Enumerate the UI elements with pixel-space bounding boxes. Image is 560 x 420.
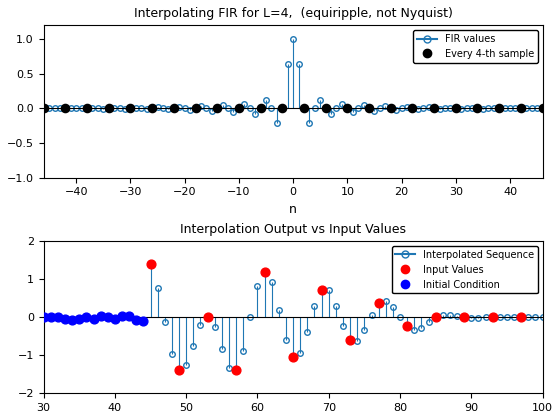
Point: [169, 105, 178, 112]
Point: [82, 314, 91, 320]
Point: [260, 269, 269, 276]
Point: [203, 314, 212, 320]
Point: [39, 314, 48, 320]
Point: [75, 316, 84, 323]
Point: [146, 261, 155, 268]
Point: [494, 105, 503, 112]
Point: [46, 314, 55, 320]
Point: [175, 367, 184, 373]
Point: [213, 105, 222, 112]
Point: [60, 316, 69, 323]
Point: [386, 105, 395, 112]
Point: [61, 105, 70, 112]
Point: [104, 314, 113, 320]
Point: [110, 315, 119, 322]
Point: [431, 314, 440, 320]
Point: [346, 336, 354, 343]
Point: [538, 105, 547, 112]
Point: [365, 105, 374, 112]
Point: [488, 314, 497, 320]
Point: [89, 315, 98, 322]
Point: [403, 323, 412, 330]
Point: [451, 105, 460, 112]
Point: [517, 314, 526, 320]
Point: [232, 367, 241, 373]
Point: [53, 314, 62, 320]
Point: [321, 105, 330, 112]
Point: [191, 105, 200, 112]
Title: Interpolating FIR for L=4,  (equiripple, not Nyquist): Interpolating FIR for L=4, (equiripple, …: [134, 7, 452, 20]
Point: [430, 105, 438, 112]
Point: [317, 286, 326, 293]
Point: [256, 105, 265, 112]
Point: [460, 314, 469, 320]
Legend: Interpolated Sequence, Input Values, Initial Condition: Interpolated Sequence, Input Values, Ini…: [391, 246, 538, 294]
Point: [82, 105, 91, 112]
X-axis label: n: n: [289, 203, 297, 216]
Title: Interpolation Output vs Input Values: Interpolation Output vs Input Values: [180, 223, 406, 236]
Point: [374, 300, 383, 307]
Point: [96, 312, 105, 319]
Point: [118, 313, 127, 320]
Point: [126, 105, 135, 112]
Point: [300, 105, 309, 112]
Point: [125, 312, 134, 319]
Point: [235, 105, 244, 112]
Point: [148, 105, 157, 112]
Legend: FIR values, Every 4-th sample: FIR values, Every 4-th sample: [413, 30, 538, 63]
Point: [68, 317, 77, 324]
Point: [39, 105, 48, 112]
Point: [288, 354, 297, 361]
Point: [473, 105, 482, 112]
Point: [104, 105, 113, 112]
Point: [132, 317, 141, 324]
Point: [343, 105, 352, 112]
Point: [516, 105, 525, 112]
Point: [278, 105, 287, 112]
Point: [408, 105, 417, 112]
Point: [139, 317, 148, 324]
